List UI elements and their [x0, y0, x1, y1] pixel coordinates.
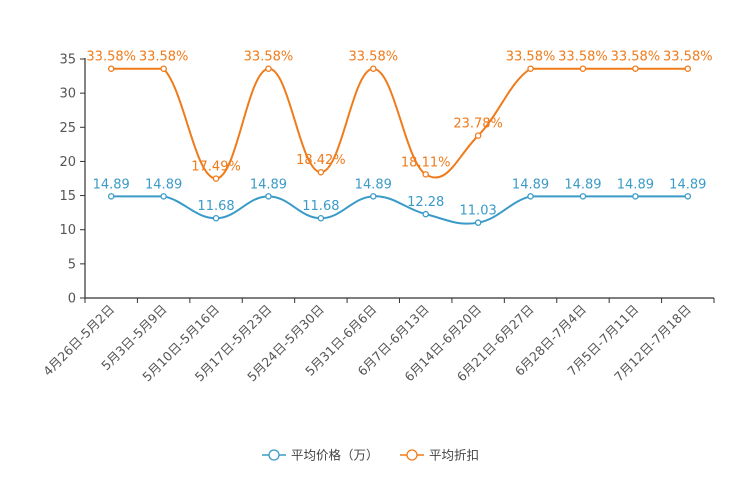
data-point[interactable]: [265, 65, 272, 72]
data-point[interactable]: [579, 193, 587, 200]
x-axis: 4月26日-5月2日5月3日-5月9日5月10日-5月16日5月17日-5月23…: [40, 297, 715, 384]
y-tick-label: 25: [59, 121, 76, 136]
data-point[interactable]: [160, 65, 167, 72]
data-label: 23.78%: [453, 117, 503, 132]
data-label: 14.89: [355, 177, 392, 192]
data-label: 11.68: [197, 199, 234, 214]
data-label: 33.58%: [86, 50, 136, 65]
data-point[interactable]: [107, 193, 115, 200]
data-label: 18.11%: [401, 155, 451, 170]
data-label: 33.58%: [349, 50, 399, 65]
data-label: 11.68: [302, 199, 339, 214]
y-tick-label: 10: [59, 223, 76, 238]
series-layer: [107, 65, 692, 226]
data-label: 33.58%: [139, 50, 189, 65]
data-point[interactable]: [265, 193, 272, 200]
y-tick-label: 30: [59, 87, 76, 102]
data-label: 18.42%: [296, 153, 346, 168]
data-label: 17.49%: [191, 160, 241, 175]
data-point[interactable]: [422, 210, 429, 218]
data-label: 12.28: [407, 195, 444, 210]
data-labels: 14.89 14.89 11.68 14.89 11.68 14.89 12.28 11.03…: [86, 50, 712, 219]
y-tick-label: 20: [59, 155, 76, 170]
data-label: 11.03: [460, 204, 497, 219]
data-point[interactable]: [527, 193, 534, 200]
data-label: 33.58%: [244, 50, 294, 65]
data-point[interactable]: [579, 65, 587, 72]
data-point[interactable]: [684, 193, 692, 200]
y-tick-label: 15: [59, 189, 76, 204]
data-point[interactable]: [107, 65, 115, 72]
data-label: 33.58%: [558, 50, 608, 65]
data-point[interactable]: [212, 175, 220, 182]
data-point[interactable]: [632, 193, 639, 200]
legend-label[interactable]: 平均折扣: [429, 448, 479, 463]
data-label: 14.89: [145, 177, 182, 192]
data-label: 14.89: [617, 177, 654, 192]
y-tick-label: 0: [68, 292, 76, 307]
data-point[interactable]: [474, 132, 482, 139]
legend: 平均价格（万） 平均折扣: [262, 448, 479, 463]
data-label: 14.89: [669, 177, 706, 192]
data-point[interactable]: [212, 214, 220, 222]
legend-marker-icon[interactable]: [406, 449, 418, 461]
data-label: 33.58%: [663, 50, 713, 65]
data-point[interactable]: [684, 65, 692, 72]
data-point[interactable]: [632, 65, 639, 72]
data-point[interactable]: [160, 193, 167, 200]
data-point[interactable]: [370, 65, 377, 72]
data-point[interactable]: [370, 193, 377, 200]
legend-label[interactable]: 平均价格（万）: [291, 448, 379, 463]
data-label: 14.89: [512, 177, 549, 192]
data-label: 14.89: [250, 177, 287, 192]
data-label: 14.89: [93, 177, 130, 192]
data-label: 14.89: [564, 177, 601, 192]
data-point[interactable]: [474, 219, 482, 226]
y-axis: 0 5 10 15 20 25 30 35: [59, 53, 86, 307]
data-point[interactable]: [422, 171, 429, 178]
data-point[interactable]: [317, 214, 325, 222]
data-label: 33.58%: [611, 50, 661, 65]
y-tick-label: 35: [59, 53, 76, 68]
data-point[interactable]: [317, 168, 325, 176]
data-point[interactable]: [527, 65, 534, 72]
data-label: 33.58%: [506, 50, 556, 65]
y-tick-label: 5: [68, 257, 76, 272]
legend-marker-icon[interactable]: [268, 449, 280, 461]
